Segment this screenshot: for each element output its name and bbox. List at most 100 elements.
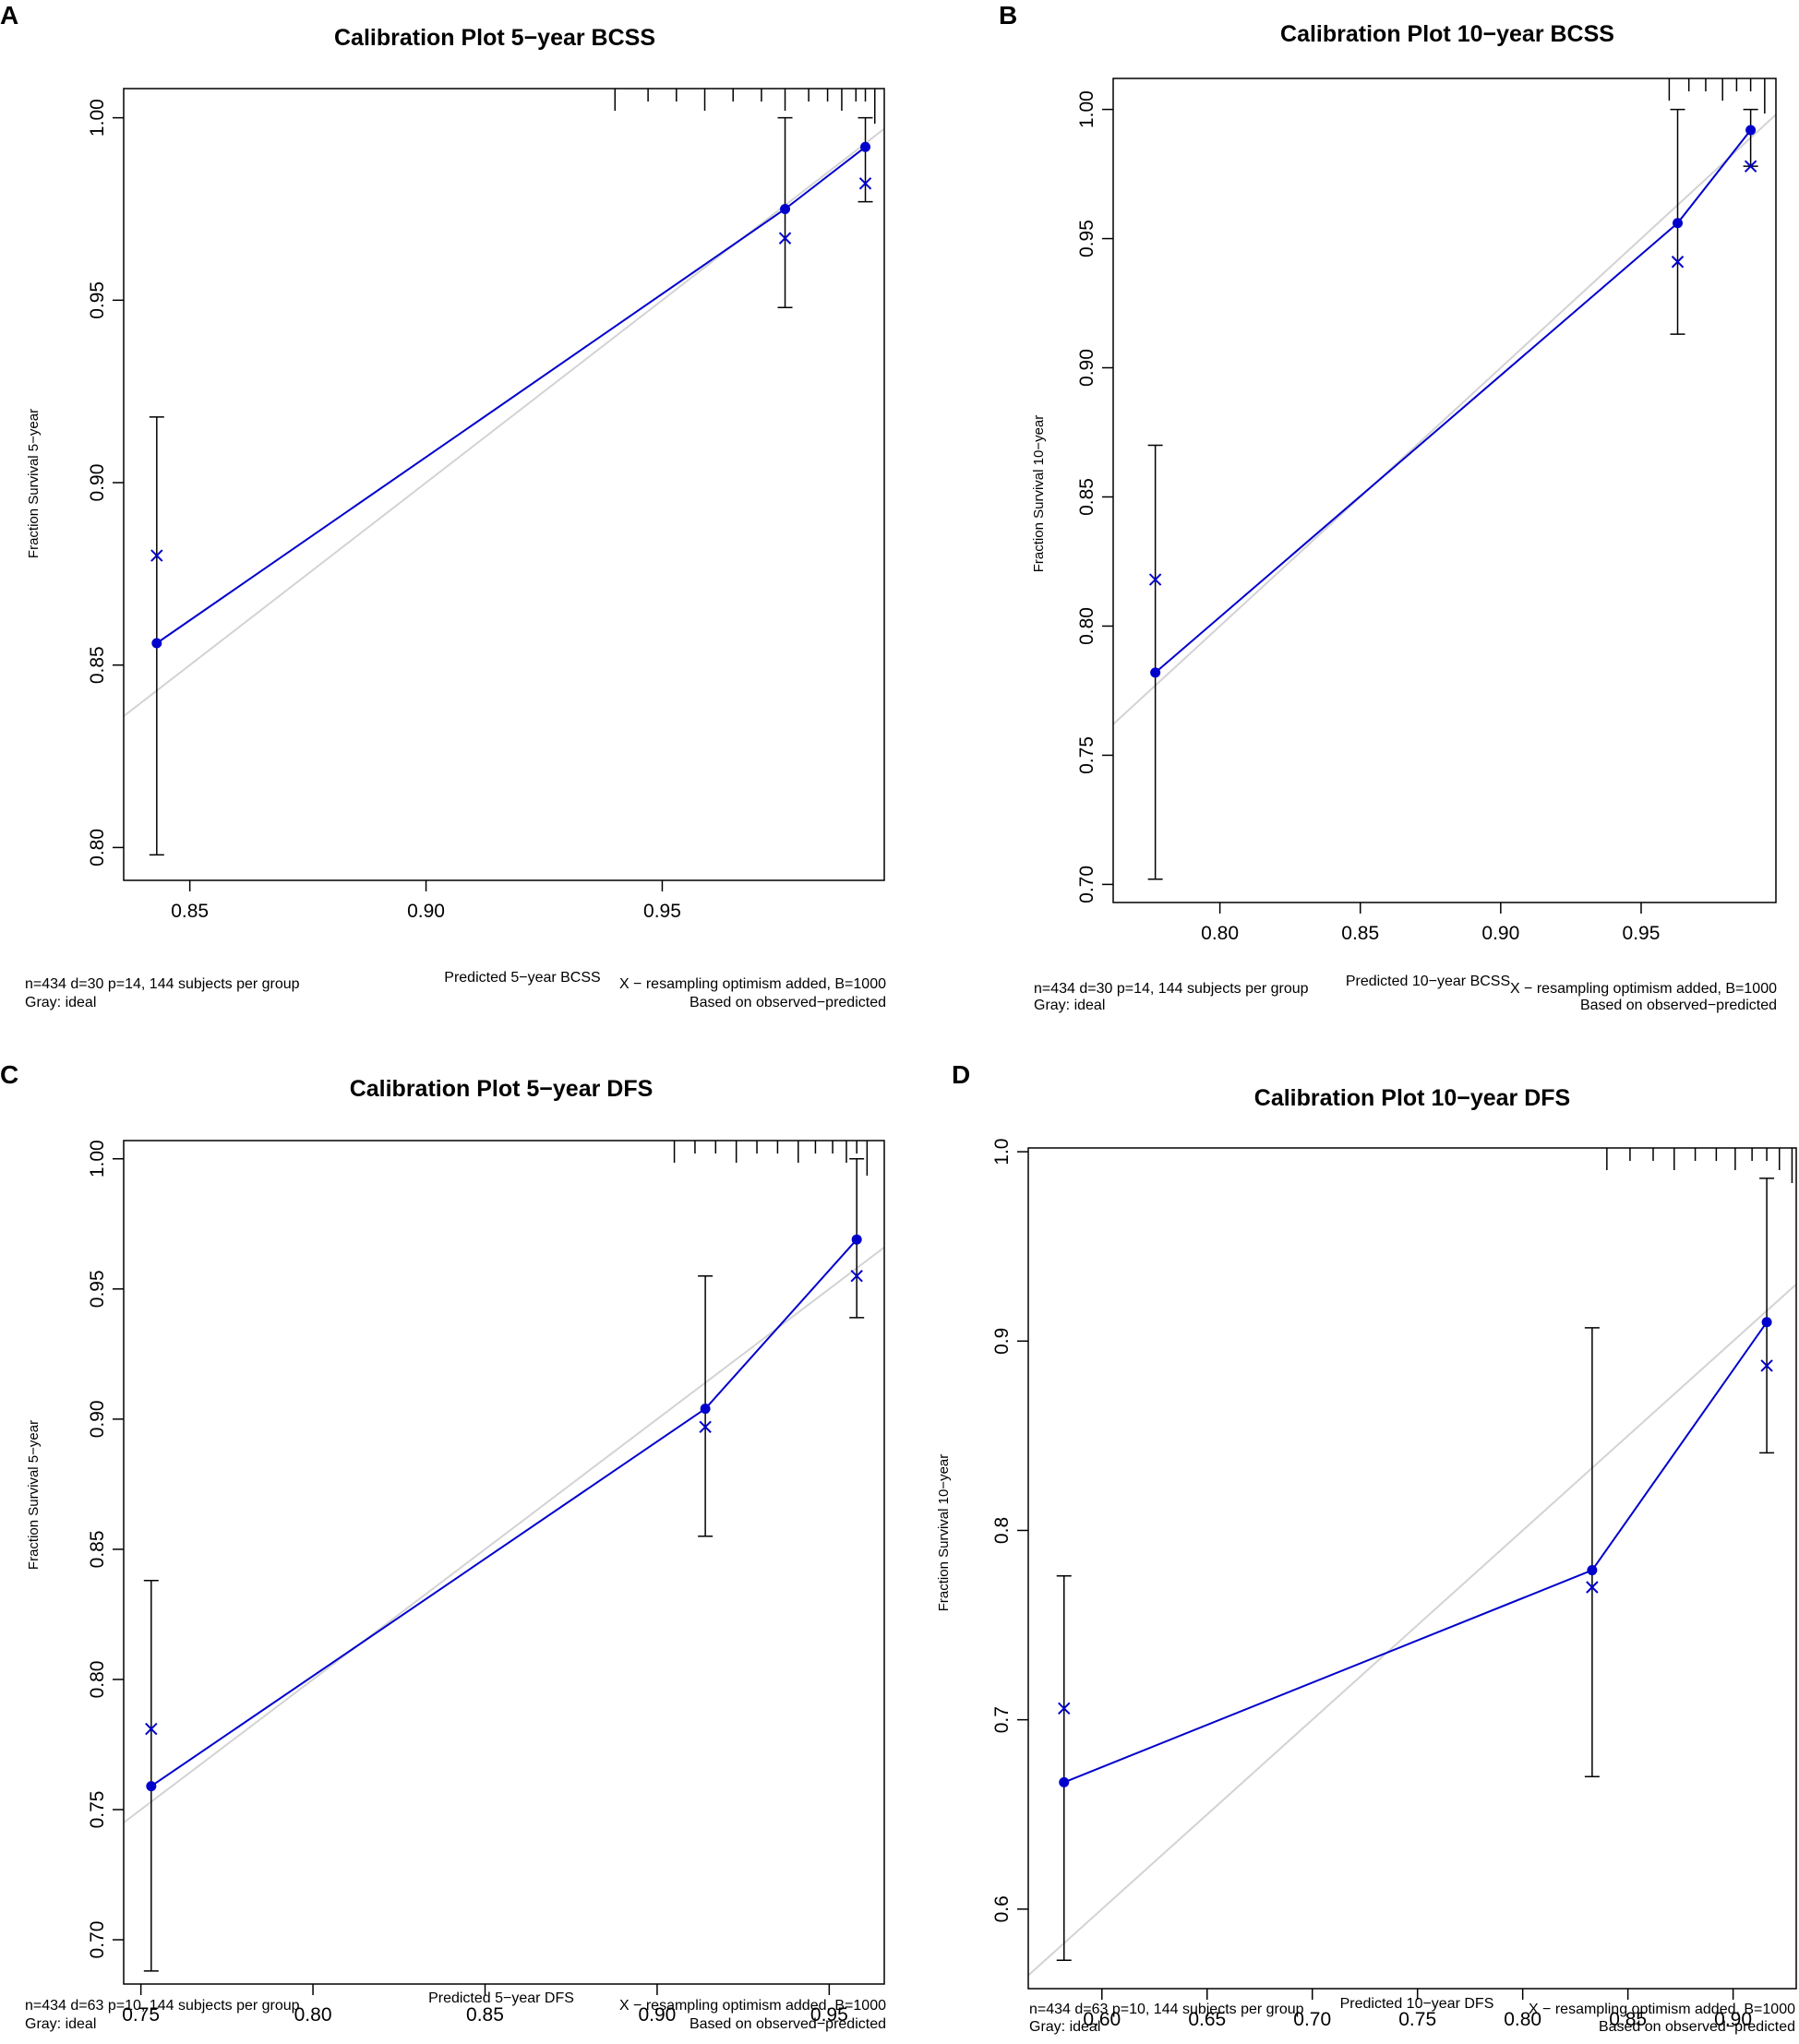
x-tick-label: 0.85 [1609, 2009, 1647, 2030]
x-tick-label: 0.75 [1398, 2009, 1436, 2030]
y-tick-label: 0.75 [1076, 736, 1097, 774]
corrected-x-marker [1586, 1581, 1599, 1594]
note-ideal-legend: Gray: ideal [25, 2016, 96, 2032]
y-axis-label: Fraction Survival 5−year [26, 409, 42, 558]
note-sample-info: n=434 d=30 p=14, 144 subjects per group [1034, 981, 1309, 997]
observed-line [1154, 129, 1752, 674]
chart-marks: 0.60 0.65 0.70 0.75 0.80 0.85 0.90 0.6 0.7 0.8 0.9… [991, 1139, 1797, 2030]
y-tick-label: 0.95 [1076, 220, 1097, 257]
observed-line [150, 1238, 858, 1787]
observed-point [780, 203, 791, 214]
x-tick-label: 0.95 [810, 2004, 848, 2026]
observed-point [146, 1781, 157, 1792]
observed-line [156, 146, 867, 644]
x-axis-label: Predicted 5−year DFS [428, 1990, 574, 2006]
observed-point [1745, 125, 1757, 136]
y-tick-label: 1.00 [1076, 90, 1097, 128]
chart-title: Calibration Plot 5−year BCSS [334, 25, 655, 51]
y-axis-label: Fraction Survival 10−year [936, 1454, 952, 1612]
x-tick-label: 0.85 [466, 2004, 504, 2026]
panel-letter-c: C [0, 1060, 18, 1089]
note-based-on: Based on observed−predicted [1599, 2019, 1795, 2035]
x-tick-label: 0.90 [407, 901, 445, 922]
note-resampling: X − resampling optimism added, B=1000 [1529, 2002, 1795, 2017]
x-tick-label: 0.95 [1623, 923, 1661, 944]
y-axis-label: Fraction Survival 10−year [1031, 415, 1047, 573]
observed-point [1761, 1317, 1772, 1328]
y-tick-label: 0.7 [991, 1706, 1013, 1733]
x-tick-label: 0.75 [122, 2004, 160, 2026]
plot-frame [1112, 78, 1777, 903]
y-tick-label: 0.80 [87, 829, 108, 867]
corrected-x-marker [1671, 256, 1685, 269]
plot-frame [123, 1140, 885, 1985]
note-resampling: X − resampling optimism added, B=1000 [619, 976, 886, 992]
note-based-on: Based on observed−predicted [690, 995, 886, 1010]
note-sample-info: n=434 d=63 p=10, 144 subjects per group [25, 1998, 300, 2014]
y-axis-label: Fraction Survival 5−year [26, 1420, 42, 1570]
panel-letter-d: D [952, 1060, 970, 1089]
x-tick-label: 0.60 [1083, 2009, 1121, 2030]
y-tick-label: 0.90 [1076, 349, 1097, 387]
x-tick-label: 0.85 [1341, 923, 1379, 944]
y-tick-label: 0.95 [87, 1270, 108, 1308]
note-based-on: Based on observed−predicted [690, 2016, 886, 2032]
x-axis-label: Predicted 10−year DFS [1340, 1996, 1494, 2012]
observed-point [700, 1404, 711, 1415]
observed-line [1063, 1321, 1768, 1784]
observed-point [1673, 218, 1684, 229]
x-tick-label: 0.65 [1188, 2009, 1226, 2030]
ideal-line [1028, 1283, 1796, 1977]
x-tick-label: 0.90 [638, 2004, 676, 2026]
corrected-x-marker [150, 549, 163, 562]
panel-d: D Calibration Plot 10−year DFS 0.60 0.65 0… [936, 1060, 1797, 2035]
note-based-on: Based on observed−predicted [1580, 998, 1777, 1013]
y-tick-label: 1.0 [991, 1139, 1013, 1165]
chart-title: Calibration Plot 5−year DFS [350, 1076, 654, 1102]
y-tick-label: 0.90 [87, 464, 108, 502]
corrected-x-marker [1058, 1702, 1071, 1715]
note-sample-info: n=434 d=30 p=14, 144 subjects per group [25, 976, 300, 992]
chart-marks: 0.80 0.85 0.90 0.95 0.70 0.75 0.80 0.85 0.90 0.95… [1076, 78, 1777, 944]
x-tick-label: 0.95 [643, 901, 681, 922]
note-ideal-legend: Gray: ideal [1029, 2019, 1100, 2035]
y-tick-label: 0.9 [991, 1328, 1013, 1355]
panel-c: C Calibration Plot 5−year DFS 0.75 0.80 0.… [0, 1060, 886, 2032]
x-tick-label: 0.90 [1481, 923, 1519, 944]
chart-title: Calibration Plot 10−year DFS [1254, 1085, 1570, 1111]
note-resampling: X − resampling optimism added, B=1000 [1510, 981, 1777, 997]
note-sample-info: n=434 d=63 p=10, 144 subjects per group [1029, 2002, 1304, 2017]
y-tick-label: 0.6 [991, 1895, 1013, 1922]
y-tick-label: 0.75 [87, 1791, 108, 1829]
corrected-x-marker [850, 1269, 863, 1283]
observed-point [1150, 667, 1161, 678]
y-tick-label: 1.00 [87, 1140, 108, 1177]
corrected-x-marker [699, 1420, 712, 1434]
plot-frame [123, 88, 885, 881]
panel-a: A Calibration Plot 5−year BCSS 0.85 0.90 0… [0, 1, 886, 1010]
corrected-x-marker [858, 177, 872, 190]
chart-title: Calibration Plot 10−year BCSS [1280, 21, 1614, 47]
x-axis-label: Predicted 10−year BCSS [1346, 974, 1510, 989]
y-tick-label: 0.85 [87, 646, 108, 684]
x-tick-label: 0.70 [1293, 2009, 1331, 2030]
y-tick-label: 0.85 [87, 1530, 108, 1568]
observed-point [851, 1234, 862, 1245]
y-tick-label: 0.95 [87, 281, 108, 319]
observed-point [151, 638, 162, 649]
x-tick-label: 0.80 [1201, 923, 1239, 944]
corrected-x-marker [1760, 1359, 1773, 1372]
chart-marks: 0.85 0.90 0.95 0.80 0.85 0.90 0.95 1.00 [87, 88, 885, 922]
x-tick-label: 0.80 [1504, 2009, 1541, 2030]
chart-marks: 0.75 0.80 0.85 0.90 0.95 0.70 0.75 0.80 0.85 0.90… [87, 1140, 885, 2026]
corrected-x-marker [1744, 160, 1757, 173]
x-tick-label: 0.85 [171, 901, 209, 922]
y-tick-label: 0.85 [1076, 478, 1097, 516]
observed-point [1059, 1776, 1070, 1787]
y-tick-label: 0.80 [1076, 607, 1097, 645]
corrected-x-marker [1148, 573, 1162, 586]
panel-b: B Calibration Plot 10−year BCSS 0.80 0.85… [999, 1, 1777, 1013]
ideal-line [124, 1246, 884, 1823]
y-tick-label: 1.00 [87, 99, 108, 137]
